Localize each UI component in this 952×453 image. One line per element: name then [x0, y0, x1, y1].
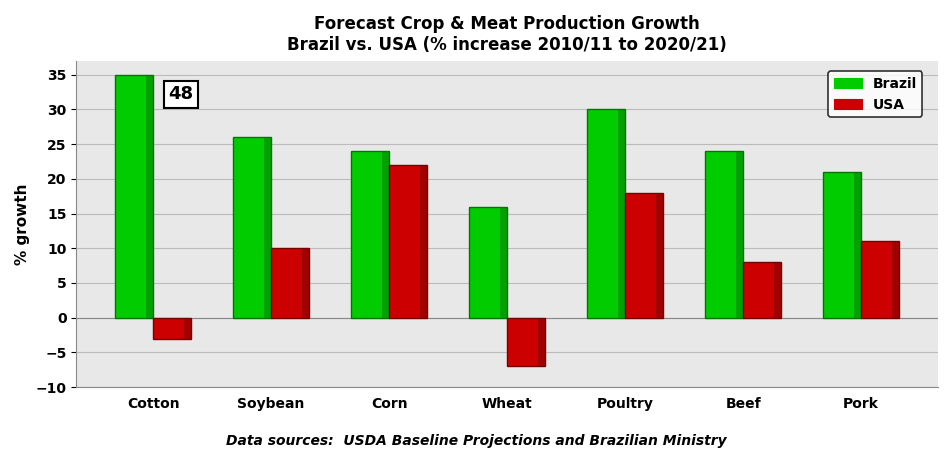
Bar	[469, 207, 506, 318]
Bar	[351, 151, 388, 318]
Bar	[538, 318, 545, 366]
Bar	[302, 248, 308, 318]
Bar	[264, 137, 271, 318]
Bar	[233, 137, 271, 318]
Bar	[500, 207, 506, 318]
Bar	[773, 262, 780, 318]
Legend: Brazil, USA: Brazil, USA	[827, 71, 922, 117]
Bar	[271, 248, 308, 318]
Bar	[153, 318, 190, 338]
Bar	[382, 151, 388, 318]
Bar	[861, 241, 898, 318]
Y-axis label: % growth: % growth	[15, 183, 30, 265]
Bar	[625, 193, 663, 318]
Bar	[618, 110, 625, 318]
Bar	[115, 75, 153, 318]
Bar	[823, 172, 861, 318]
Bar	[704, 151, 743, 318]
Bar	[891, 241, 898, 318]
Bar	[586, 110, 625, 318]
Bar	[655, 193, 663, 318]
Bar	[184, 318, 190, 338]
Title: Forecast Crop & Meat Production Growth
Brazil vs. USA (% increase 2010/11 to 202: Forecast Crop & Meat Production Growth B…	[287, 15, 726, 54]
Text: 48: 48	[169, 85, 193, 103]
Bar	[147, 75, 153, 318]
Bar	[420, 165, 426, 318]
Bar	[736, 151, 743, 318]
Bar	[743, 262, 780, 318]
Text: Data sources:  USDA Baseline Projections and Brazilian Ministry: Data sources: USDA Baseline Projections …	[226, 434, 726, 448]
Bar	[388, 165, 426, 318]
Bar	[506, 318, 545, 366]
Bar	[853, 172, 861, 318]
